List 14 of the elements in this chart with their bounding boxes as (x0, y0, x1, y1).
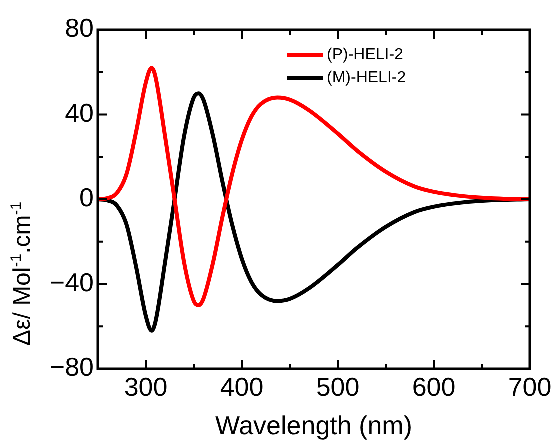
y-tick-label: 40 (65, 98, 94, 128)
x-tick-label: 400 (220, 372, 264, 402)
x-axis-title: Wavelength (nm) (216, 410, 412, 441)
y-tick-label: −80 (50, 352, 94, 382)
y-tick-label: 0 (80, 182, 94, 213)
y-tick-label: −40 (50, 267, 94, 298)
legend-label: (M)-HELI-2 (327, 69, 406, 86)
y-tick-label: 80 (65, 13, 94, 44)
x-tick-label: 600 (412, 372, 456, 402)
legend-label: (P)-HELI-2 (327, 46, 404, 64)
line-series (98, 66, 530, 308)
x-tick-label: 300 (124, 372, 168, 402)
x-tick-label: 700 (508, 372, 552, 402)
x-tick-label: 500 (316, 372, 360, 402)
